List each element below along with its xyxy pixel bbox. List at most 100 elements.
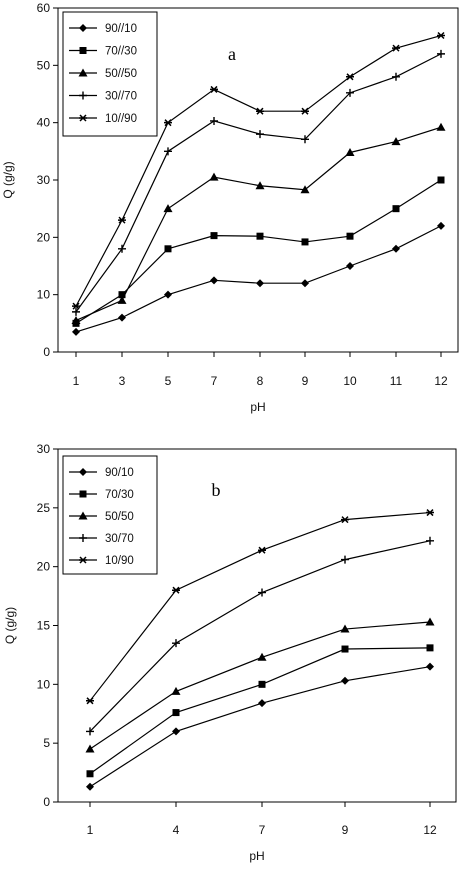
x-tick-label: 1: [73, 374, 80, 388]
legend-label: 10/90: [105, 555, 134, 567]
data-point: [341, 676, 349, 685]
data-point: [164, 119, 172, 127]
x-tick-label: 9: [302, 374, 309, 388]
data-point: [341, 645, 349, 653]
data-point: [172, 727, 180, 736]
x-tick-label: 3: [119, 374, 126, 388]
y-tick-label: 40: [37, 116, 51, 130]
data-point: [118, 291, 126, 299]
data-point: [437, 49, 445, 58]
x-tick-label: 7: [211, 374, 218, 388]
legend-marker: [79, 468, 87, 476]
data-point: [86, 770, 94, 778]
data-point: [340, 624, 350, 633]
legend-label: 90//10: [105, 23, 137, 35]
x-tick-label: 12: [423, 823, 437, 837]
data-point: [209, 172, 219, 181]
data-point: [210, 85, 218, 93]
data-point: [256, 232, 264, 240]
series-line: [89, 647, 431, 775]
series-3: [71, 122, 446, 324]
data-point: [426, 644, 434, 652]
data-point: [258, 546, 266, 554]
data-point: [118, 244, 126, 253]
data-point: [301, 135, 309, 144]
data-point: [210, 276, 218, 285]
data-point: [257, 652, 267, 661]
data-point: [172, 709, 180, 717]
y-tick-label: 50: [37, 58, 51, 72]
legend-label: 30/70: [105, 533, 134, 545]
x-tick-label: 4: [173, 823, 180, 837]
x-tick-label: 8: [257, 374, 264, 388]
series-1: [86, 662, 434, 791]
data-point: [346, 73, 354, 81]
data-point: [172, 639, 180, 648]
series-4: [72, 49, 445, 316]
panel-letter: b: [212, 480, 221, 500]
legend-label: 30//70: [105, 91, 137, 103]
data-point: [391, 137, 401, 146]
data-point: [210, 232, 218, 240]
legend-label: 90/10: [105, 467, 134, 479]
legend-label: 70/30: [105, 489, 134, 501]
series-5: [86, 509, 434, 705]
y-axis-title: Q (g/g): [1, 161, 15, 198]
data-point: [72, 307, 80, 316]
series-2: [86, 644, 434, 778]
data-point: [392, 72, 400, 81]
data-point: [345, 147, 355, 156]
legend-box: [62, 455, 158, 575]
y-tick-label: 10: [37, 288, 51, 302]
legend-marker: [79, 47, 87, 54]
data-point: [164, 245, 172, 253]
data-point: [341, 555, 349, 564]
y-tick-label: 0: [43, 795, 50, 809]
data-point: [300, 185, 310, 194]
data-point: [256, 130, 264, 139]
legend-item: 50//50: [69, 68, 137, 80]
y-tick-label: 30: [37, 173, 51, 187]
legend-box: [62, 11, 158, 137]
data-point: [426, 509, 434, 517]
legend-marker: [79, 91, 87, 100]
data-point: [256, 107, 264, 115]
data-point: [86, 697, 94, 705]
legend-item: 30/70: [69, 533, 134, 545]
legend-marker: [78, 68, 88, 77]
data-point: [72, 327, 80, 336]
series-line: [75, 126, 442, 322]
data-point: [258, 680, 266, 688]
data-point: [301, 107, 309, 115]
legend: 90/10 70/30 50/50 30/70 10/90: [62, 455, 158, 575]
y-tick-label: 0: [43, 345, 50, 359]
data-point: [172, 586, 180, 594]
legend-label: 50/50: [105, 511, 134, 523]
x-tick-label: 11: [390, 374, 403, 388]
data-point: [258, 699, 266, 708]
data-point: [301, 279, 309, 288]
data-point: [256, 279, 264, 288]
y-tick-label: 30: [37, 442, 51, 456]
data-point: [118, 216, 126, 224]
data-point: [72, 302, 80, 310]
x-tick-label: 5: [165, 374, 172, 388]
legend-marker: [79, 490, 87, 498]
legend-marker: [79, 534, 87, 542]
legend-item: 70//30: [69, 46, 137, 58]
y-tick-label: 15: [37, 619, 51, 633]
x-tick-label: 1: [87, 823, 94, 837]
data-point: [437, 221, 445, 230]
chart-panel-a: 0 10 20 30 40 50 60 1 3 5 7 8 9 10 11 12 pH Q (g/g) a 90//1…: [1, 1, 459, 414]
data-point: [437, 176, 445, 184]
data-point: [86, 727, 94, 736]
data-point: [392, 244, 400, 253]
series-5: [72, 31, 445, 310]
x-tick-label: 9: [342, 823, 349, 837]
y-tick-label: 5: [43, 736, 50, 750]
data-point: [171, 686, 181, 695]
data-point: [301, 238, 309, 246]
data-point: [86, 782, 94, 791]
legend-marker: [79, 556, 87, 564]
